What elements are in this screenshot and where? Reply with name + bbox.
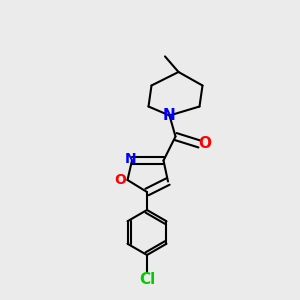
- Text: O: O: [114, 173, 126, 187]
- Text: O: O: [198, 136, 212, 152]
- Text: Cl: Cl: [139, 272, 155, 286]
- Text: N: N: [163, 108, 176, 123]
- Text: N: N: [125, 152, 136, 166]
